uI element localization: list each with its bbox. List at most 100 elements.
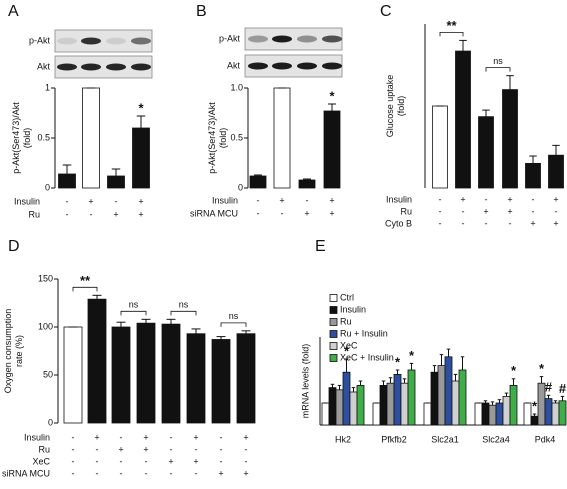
condition-sign: - [120, 456, 123, 466]
bar [444, 356, 453, 426]
panel-label: A [8, 3, 19, 20]
legend-label: Ru + Insulin [340, 328, 388, 338]
condition-sign: + [279, 195, 284, 205]
legend-label: Insulin [340, 304, 366, 314]
condition-sign: - [257, 195, 260, 205]
condition-sign: - [555, 206, 558, 216]
blot-band [131, 37, 151, 45]
blot-strip [54, 29, 153, 53]
condition-sign: - [532, 206, 535, 216]
condition-sign: + [138, 209, 143, 219]
y-tick-label: 0.5 [37, 132, 50, 142]
condition-sign: - [90, 209, 93, 219]
legend-swatch [329, 330, 338, 338]
panel-label: E [315, 238, 326, 255]
condition-sign: - [257, 208, 260, 218]
bar [488, 404, 497, 426]
condition-sign: - [145, 468, 148, 478]
bar [458, 369, 467, 426]
bracket [220, 322, 247, 327]
blot-band [57, 63, 77, 71]
condition-sign: + [113, 209, 118, 219]
condition-sign: - [532, 194, 535, 204]
blot-band [248, 35, 268, 43]
condition-sign: + [168, 456, 173, 466]
comparison-label: ns [493, 56, 503, 66]
bar [136, 322, 156, 424]
bracket [72, 286, 98, 292]
bar [328, 387, 337, 426]
blot-strip [54, 55, 153, 79]
bar [186, 333, 206, 424]
x-tick-label: Slc2a1 [431, 434, 459, 444]
bar [107, 175, 125, 189]
y-tick-label: 1 [45, 82, 50, 92]
bar [132, 127, 150, 189]
legend-label: Ru [340, 316, 352, 326]
condition-sign: + [193, 456, 198, 466]
blot-band [322, 35, 342, 43]
y-tick-label: 0 [48, 417, 53, 427]
significance: * [138, 100, 144, 115]
bar [400, 382, 409, 426]
bar [393, 373, 402, 426]
x-tick-label: Pfkfb2 [381, 434, 407, 444]
bar [509, 384, 518, 426]
condition-sign: + [243, 432, 248, 442]
blot-band [57, 37, 77, 45]
condition-sign: - [462, 206, 465, 216]
condition-sign: - [72, 432, 75, 442]
condition-sign: + [460, 194, 465, 204]
condition-sign: - [439, 206, 442, 216]
bar [432, 105, 448, 189]
bar [430, 371, 439, 426]
bar [437, 365, 446, 426]
y-axis-label: p-Akt(Ser473)/Akt [207, 102, 217, 174]
blot-band [297, 35, 317, 43]
condition-sign: + [243, 468, 248, 478]
condition-sign: - [96, 456, 99, 466]
condition-sign: - [170, 444, 173, 454]
condition-sign: + [483, 206, 488, 216]
bar [58, 173, 76, 189]
bracket [439, 32, 464, 37]
bar [273, 87, 291, 189]
x-tick-label: Hk2 [335, 434, 351, 444]
condition-name: Ru [38, 444, 50, 454]
y-tick-label: 0.5 [230, 132, 243, 142]
condition-sign: + [143, 432, 148, 442]
bracket [120, 310, 147, 316]
blot-label: p-Akt [29, 35, 51, 45]
condition-name: Insulin [212, 195, 238, 205]
bar [474, 402, 483, 426]
bar [323, 110, 341, 189]
y-tick-label: 0 [45, 182, 50, 192]
condition-sign: - [439, 218, 442, 228]
y-axis-label: Glucose uptake [385, 75, 395, 138]
bar [481, 402, 490, 426]
bar [495, 402, 504, 426]
y-tick-label: 100 [38, 321, 53, 331]
blot-label: p-Akt [219, 33, 241, 43]
bar [478, 116, 494, 189]
condition-sign: - [485, 194, 488, 204]
bar [249, 175, 267, 189]
condition-name: Ru [28, 209, 40, 219]
y-axis-label: Oxygen consumption [3, 309, 13, 394]
condition-sign: - [120, 432, 123, 442]
panel-label: D [8, 238, 20, 255]
condition-sign: + [118, 444, 123, 454]
condition-sign: - [170, 468, 173, 478]
bar [87, 298, 107, 424]
y-axis-label: (fold) [218, 128, 228, 149]
legend-swatch [329, 354, 338, 362]
condition-sign: - [66, 209, 69, 219]
bar [349, 391, 358, 426]
condition-sign: - [72, 468, 75, 478]
bracket [170, 310, 197, 316]
significance: * [395, 354, 401, 369]
bar [236, 333, 256, 424]
bar [451, 380, 460, 426]
condition-name: Insulin [24, 432, 50, 442]
bar [525, 162, 541, 189]
